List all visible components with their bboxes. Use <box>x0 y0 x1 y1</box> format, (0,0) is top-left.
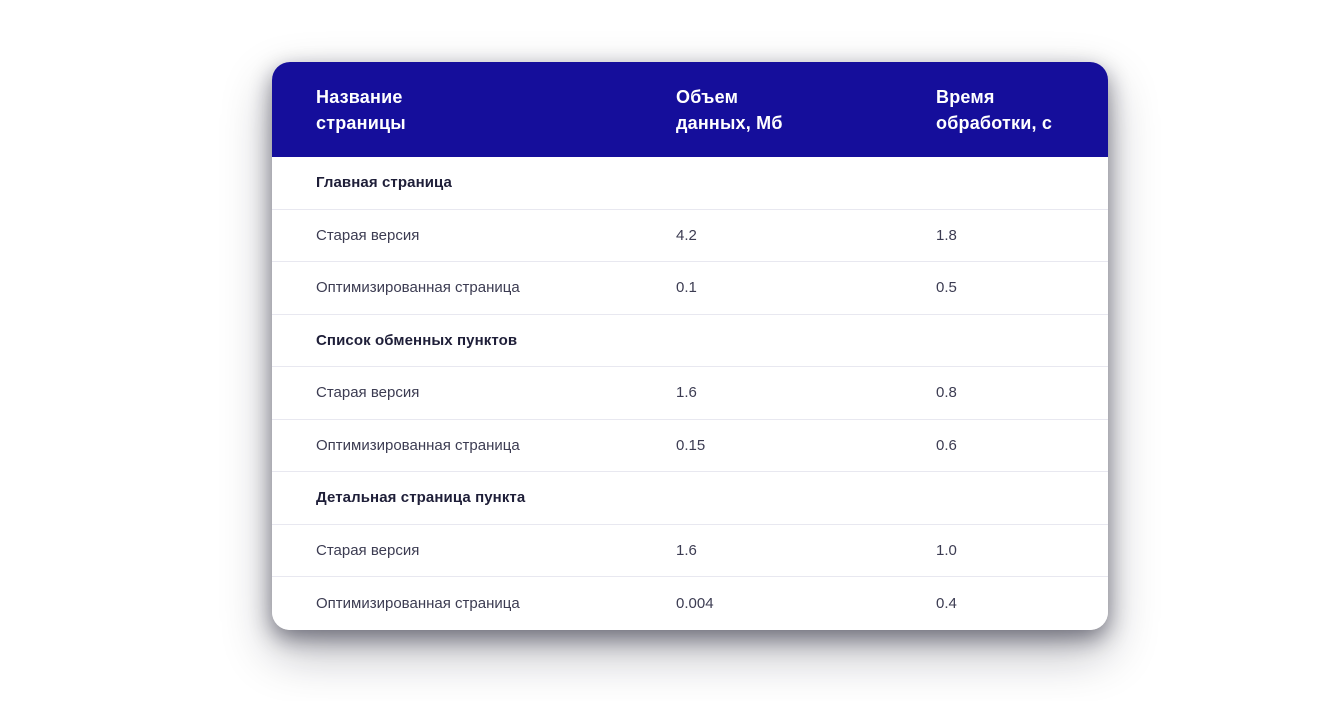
section-title: Главная страница <box>316 174 452 192</box>
cell-page-name: Старая версия <box>316 384 420 402</box>
cell-page-name: Оптимизированная страница <box>316 436 520 454</box>
section-header-row: Главная страница <box>272 157 1108 210</box>
table-body: Главная страница Старая версия 4.2 1.8 О… <box>272 157 1108 630</box>
table-header-row: Название страницы Объем данных, Мб Время… <box>272 62 1108 157</box>
section-header-row: Детальная страница пункта <box>272 472 1108 525</box>
table-row: Оптимизированная страница 0.15 0.6 <box>272 419 1108 472</box>
column-header-page-name: Название страницы <box>316 84 676 136</box>
table-row: Оптимизированная страница 0.004 0.4 <box>272 577 1108 630</box>
table-row: Старая версия 1.6 1.0 <box>272 524 1108 577</box>
cell-page-name: Старая версия <box>316 226 420 244</box>
table-row: Старая версия 1.6 0.8 <box>272 367 1108 420</box>
cell-page-name: Оптимизированная страница <box>316 279 520 297</box>
cell-volume: 1.6 <box>676 384 697 402</box>
column-header-processing-time-label: Время обработки, с <box>936 86 1053 133</box>
cell-time: 0.6 <box>936 436 957 454</box>
cell-time: 0.4 <box>936 594 957 612</box>
column-header-processing-time: Время обработки, с <box>936 84 1064 136</box>
cell-time: 1.0 <box>936 541 957 559</box>
cell-time: 0.8 <box>936 384 957 402</box>
section-title: Список обменных пунктов <box>316 331 518 349</box>
cell-time: 0.5 <box>936 279 957 297</box>
cell-volume: 0.15 <box>676 436 706 454</box>
table-row: Старая версия 4.2 1.8 <box>272 209 1108 262</box>
comparison-table-card: Название страницы Объем данных, Мб Время… <box>272 62 1108 630</box>
column-header-page-name-label: Название страницы <box>316 86 406 133</box>
cell-time: 1.8 <box>936 226 957 244</box>
cell-volume: 4.2 <box>676 226 697 244</box>
table-row: Оптимизированная страница 0.1 0.5 <box>272 262 1108 315</box>
cell-page-name: Оптимизированная страница <box>316 594 520 612</box>
cell-volume: 0.004 <box>676 594 714 612</box>
cell-page-name: Старая версия <box>316 541 420 559</box>
column-header-data-volume: Объем данных, Мб <box>676 84 936 136</box>
section-header-row: Список обменных пунктов <box>272 314 1108 367</box>
cell-volume: 0.1 <box>676 279 697 297</box>
cell-volume: 1.6 <box>676 541 697 559</box>
column-header-data-volume-label: Объем данных, Мб <box>676 86 783 133</box>
section-title: Детальная страница пункта <box>316 489 526 507</box>
